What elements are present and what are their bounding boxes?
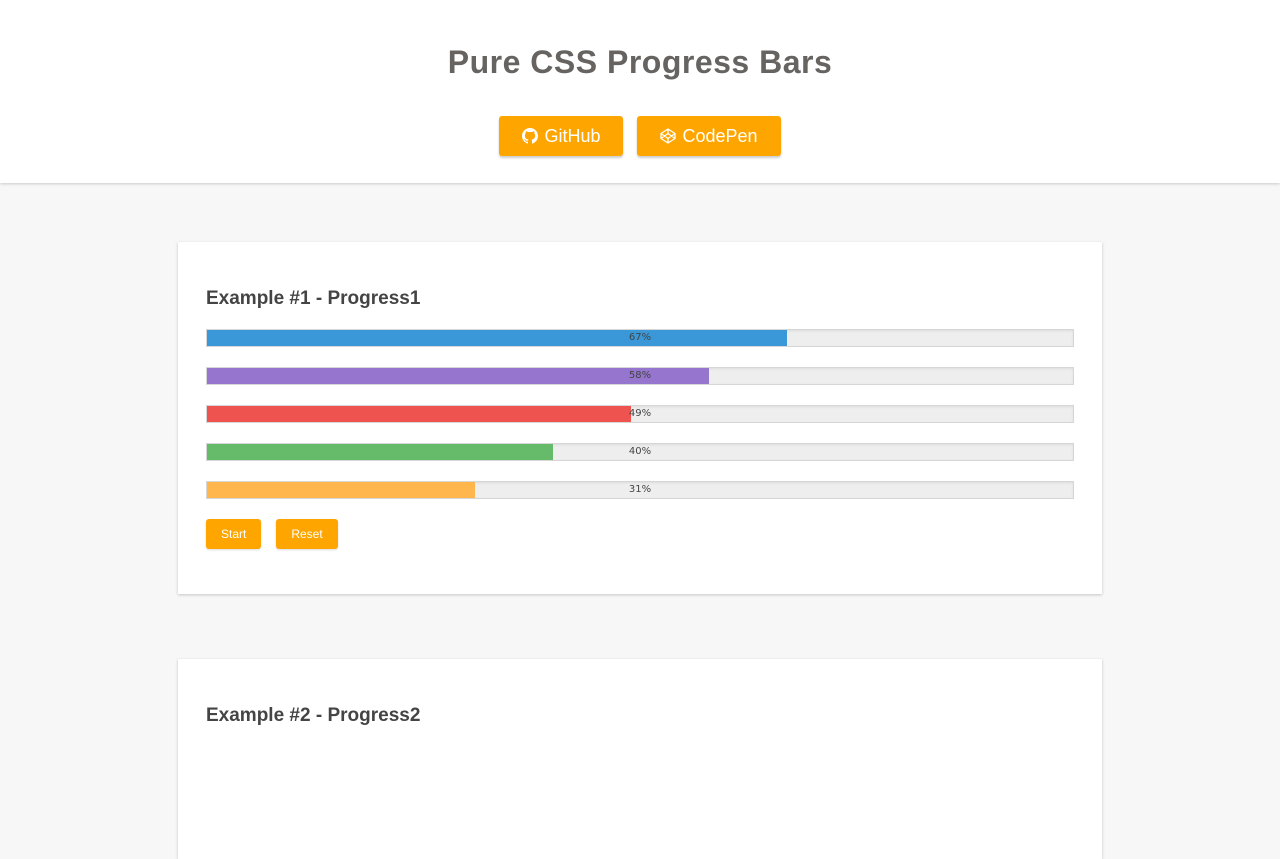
progress-bars: 67% 58% 49% 40% 31%: [206, 329, 1074, 519]
progress-label-1: 67%: [628, 332, 652, 343]
page-header: Pure CSS Progress Bars GitHub CodePen: [0, 0, 1280, 183]
example-card-1: Example #1 - Progress1 67% 58% 49% 40% 3…: [178, 242, 1102, 594]
github-icon: [522, 128, 539, 144]
reset-button[interactable]: Reset: [276, 519, 338, 549]
codepen-icon: [660, 128, 677, 144]
github-button[interactable]: GitHub: [499, 116, 624, 156]
codepen-button[interactable]: CodePen: [637, 116, 781, 156]
progress-bar-3: 49%: [206, 405, 1074, 423]
start-button[interactable]: Start: [206, 519, 262, 549]
progress-fill-5: [207, 482, 476, 498]
progress-bar-4: 40%: [206, 443, 1074, 461]
example-card-2: Example #2 - Progress2: [178, 659, 1102, 859]
progress-fill-4: [207, 444, 554, 460]
progress-bar-1: 67%: [206, 329, 1074, 347]
example-title: Example #1 - Progress1: [206, 288, 421, 309]
page-title: Pure CSS Progress Bars: [447, 44, 833, 80]
progress-fill-1: [207, 330, 788, 346]
progress-fill-3: [207, 406, 632, 422]
progress-bar-2: 58%: [206, 367, 1074, 385]
header-buttons: GitHub CodePen: [0, 116, 1280, 156]
example-title-2: Example #2 - Progress2: [206, 705, 421, 726]
example-actions: Start Reset: [206, 519, 338, 549]
progress-label-3: 49%: [628, 408, 652, 419]
codepen-button-label: CodePen: [682, 125, 758, 146]
progress-label-5: 31%: [628, 484, 652, 495]
progress-bar-5: 31%: [206, 481, 1074, 499]
progress-fill-2: [207, 368, 710, 384]
github-button-label: GitHub: [544, 125, 601, 146]
progress-label-2: 58%: [628, 370, 652, 381]
progress-label-4: 40%: [628, 446, 652, 457]
